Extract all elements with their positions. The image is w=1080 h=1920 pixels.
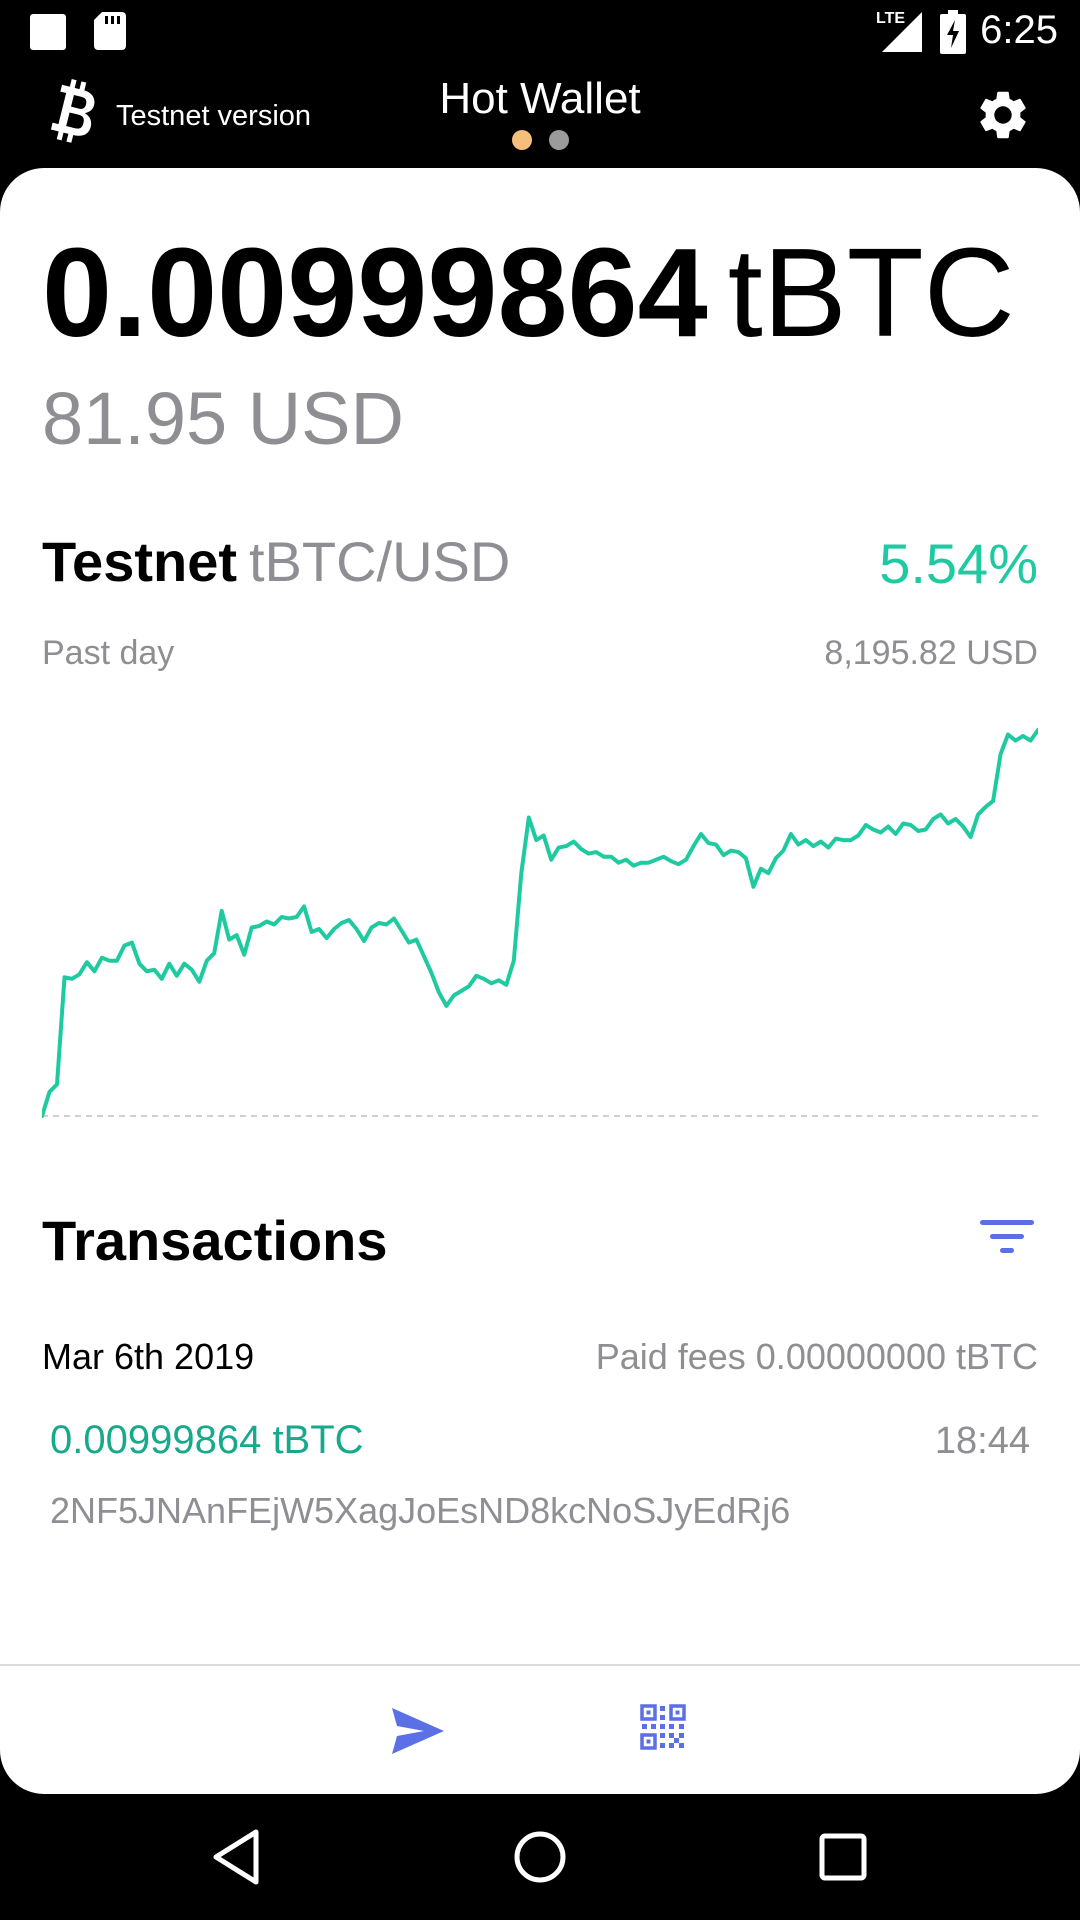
transaction-group-date: Mar 6th 2019 — [42, 1336, 255, 1377]
transaction-address: 2NF5JNAnFEjW5XagJoEsND8kcNoSJyEdRj6 — [50, 1490, 791, 1531]
market-title: Testnet tBTC/USD — [42, 534, 510, 590]
chart-period-label: Past day — [42, 634, 175, 672]
status-time: 6:25 — [980, 8, 1058, 52]
transaction-group-fees: Paid fees 0.00000000 tBTC — [595, 1336, 1038, 1377]
price-change-percent: 5.54% — [879, 532, 1038, 595]
app-header: Testnet version Hot Wallet — [0, 66, 1080, 168]
current-price: 8,195.82 USD — [824, 634, 1038, 672]
market-pair: tBTC/USD — [249, 530, 511, 593]
sd-card-icon — [94, 12, 126, 50]
signal-icon — [882, 12, 922, 52]
recents-icon[interactable] — [808, 1822, 878, 1892]
market-network: Testnet — [42, 530, 237, 593]
balance-fiat: 81.95 USD — [42, 377, 404, 460]
status-bar: LTE 6:25 — [0, 0, 1080, 66]
wallet-action-bar — [0, 1664, 1080, 1794]
transaction-amount: 0.00999864 tBTC — [50, 1418, 364, 1462]
price-chart[interactable] — [42, 718, 1038, 1118]
system-navigation-bar — [0, 1794, 1080, 1920]
notification-square-icon — [30, 14, 66, 50]
transactions-title: Transactions — [42, 1209, 388, 1272]
gear-icon[interactable] — [974, 86, 1032, 144]
transaction-row[interactable]: 0.00999864 tBTC 18:44 2NF5JNAnFEjW5XagJo… — [0, 1400, 1080, 1550]
pager-dot-active[interactable] — [511, 130, 532, 150]
balance-unit: tBTC — [727, 222, 1015, 363]
balance-display: 0.00999864 tBTC — [42, 230, 1015, 356]
battery-charging-icon — [940, 10, 966, 54]
chart-series-line — [42, 728, 1038, 1118]
home-icon[interactable] — [505, 1822, 575, 1892]
wallet-card: 0.00999864 tBTC 81.95 USD Testnet tBTC/USD… — [0, 168, 1080, 1794]
pager-dot[interactable] — [548, 130, 569, 150]
bitcoin-logo-icon — [50, 78, 95, 143]
transaction-time: 18:44 — [934, 1420, 1030, 1462]
back-icon[interactable] — [202, 1822, 272, 1892]
network-type-label: LTE — [876, 10, 906, 27]
qr-code-icon[interactable] — [640, 1704, 686, 1750]
wallet-title[interactable]: Hot Wallet — [439, 74, 641, 123]
wallet-pager-indicator[interactable] — [0, 130, 1080, 150]
send-icon[interactable] — [390, 1706, 446, 1756]
filter-icon[interactable] — [980, 1214, 1034, 1260]
testnet-version-label: Testnet version — [116, 100, 312, 132]
balance-amount: 0.00999864 — [42, 222, 708, 363]
